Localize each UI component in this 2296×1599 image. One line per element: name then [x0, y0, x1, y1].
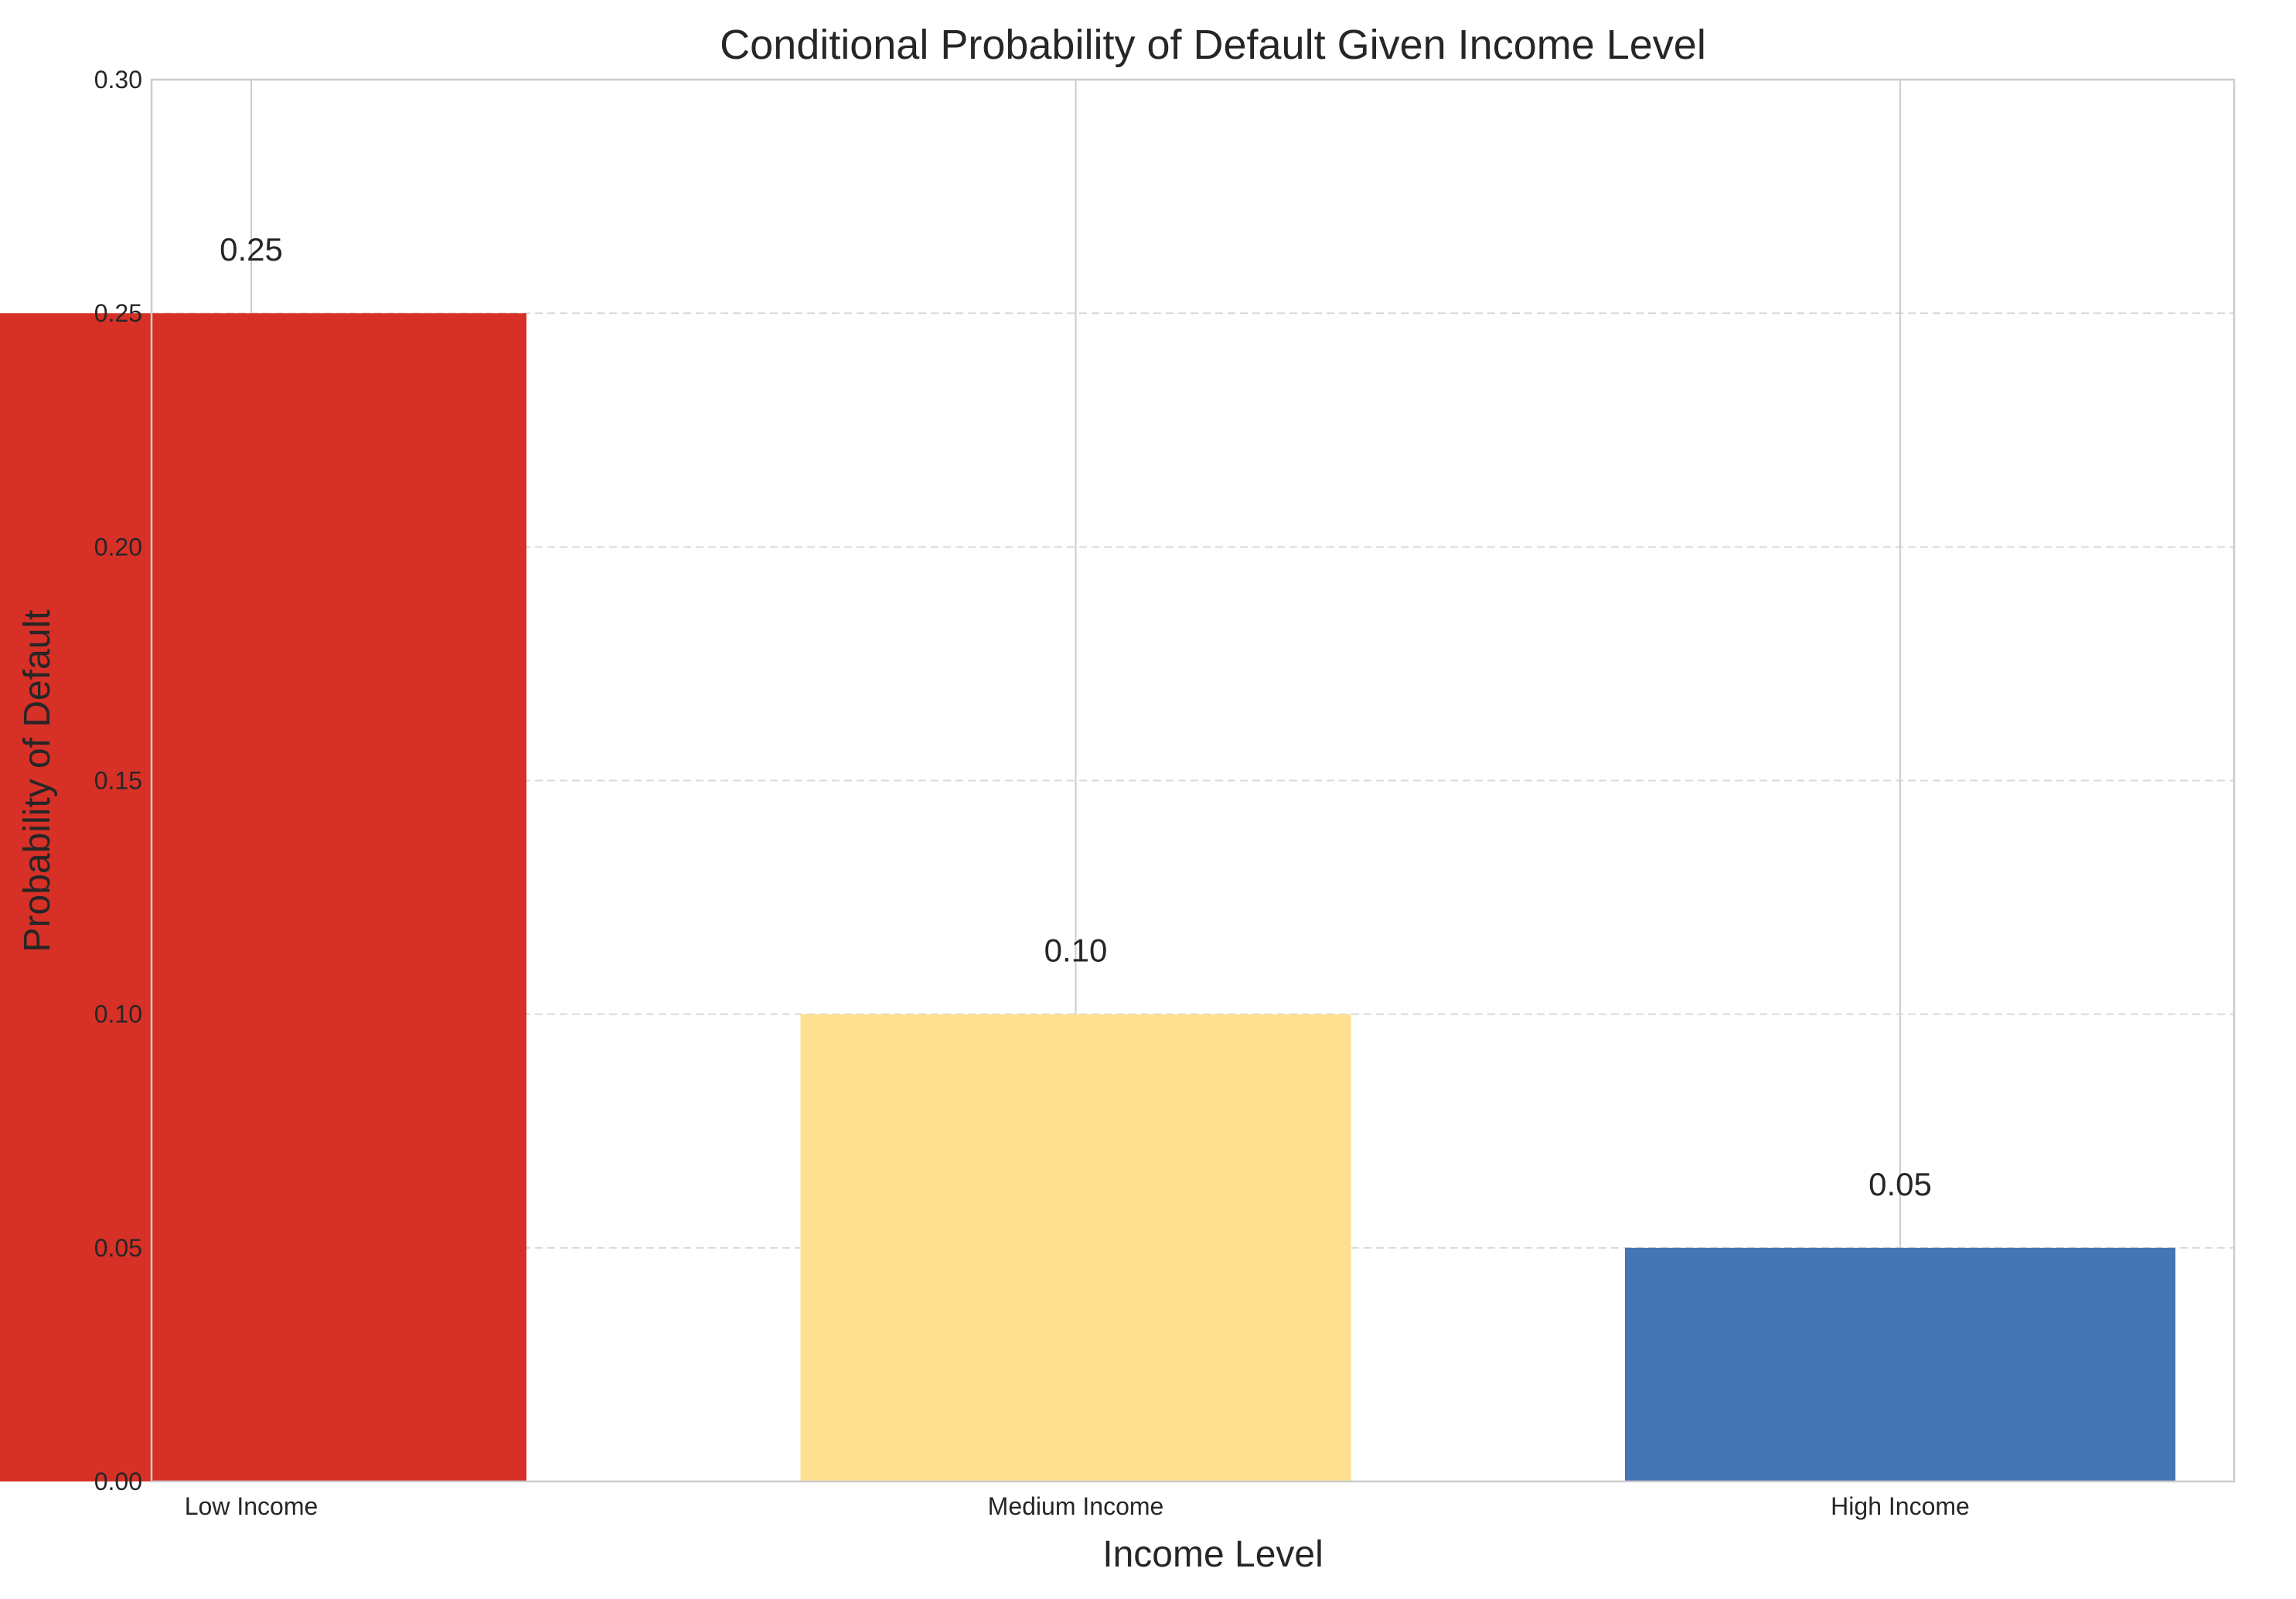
- bars: [0, 313, 2175, 1482]
- chart-title: Conditional Probability of Default Given…: [720, 22, 1706, 68]
- y-tick-label: 0.15: [94, 767, 142, 795]
- y-tick-label: 0.10: [94, 1001, 142, 1028]
- y-axis-ticks: 0.00 0.05 0.10 0.15 0.20 0.25 0.30: [94, 66, 142, 1495]
- bar-low-income: [0, 313, 526, 1482]
- value-labels: 0.25 0.10 0.05: [220, 231, 1932, 1202]
- x-tick-label: Low Income: [185, 1492, 319, 1520]
- y-tick-label: 0.20: [94, 533, 142, 561]
- x-axis-ticks: Low Income Medium Income High Income: [185, 1492, 1970, 1520]
- x-tick-label: High Income: [1831, 1492, 1970, 1520]
- x-tick-label: Medium Income: [988, 1492, 1164, 1520]
- bar-value-label: 0.05: [1868, 1166, 1932, 1202]
- y-tick-label: 0.30: [94, 66, 142, 94]
- bar-value-label: 0.10: [1044, 932, 1108, 969]
- x-axis-label: Income Level: [1102, 1534, 1323, 1575]
- bar-value-label: 0.25: [220, 231, 283, 268]
- y-axis-label: Probability of Default: [17, 610, 58, 953]
- y-tick-label: 0.05: [94, 1234, 142, 1262]
- bar-high-income: [1625, 1247, 2175, 1481]
- plot-frame: [150, 78, 2236, 1483]
- bar-medium-income: [800, 1014, 1351, 1481]
- y-tick-label: 0.25: [94, 299, 142, 327]
- y-tick-label: 0.00: [94, 1468, 142, 1495]
